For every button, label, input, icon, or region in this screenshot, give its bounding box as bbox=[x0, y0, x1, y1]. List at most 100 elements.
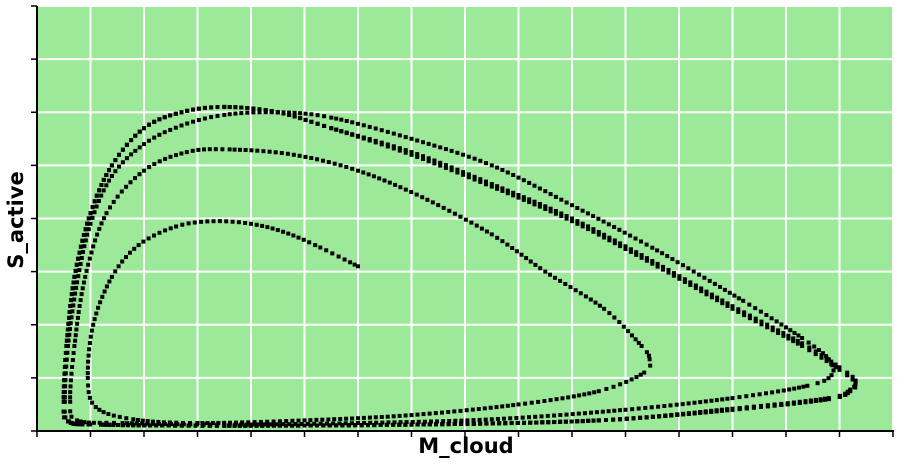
data-point bbox=[403, 135, 408, 140]
data-point bbox=[350, 416, 355, 421]
data-point bbox=[80, 286, 85, 291]
data-point bbox=[97, 226, 102, 231]
data-point bbox=[142, 168, 146, 173]
data-point bbox=[784, 325, 788, 330]
data-point bbox=[252, 420, 257, 425]
data-point bbox=[757, 392, 762, 397]
data-point bbox=[124, 255, 128, 259]
data-point bbox=[591, 229, 596, 234]
data-point bbox=[730, 306, 735, 311]
data-point bbox=[426, 156, 431, 161]
data-point bbox=[90, 215, 95, 220]
data-point bbox=[292, 114, 297, 119]
data-point bbox=[83, 238, 88, 243]
data-point bbox=[715, 298, 720, 303]
data-point bbox=[137, 145, 142, 150]
data-point bbox=[373, 415, 378, 420]
data-point bbox=[361, 123, 366, 128]
data-point bbox=[129, 152, 134, 157]
data-point bbox=[249, 221, 253, 226]
data-point bbox=[367, 124, 372, 129]
data-point bbox=[495, 184, 500, 189]
data-point bbox=[742, 313, 747, 318]
data-point bbox=[776, 328, 781, 333]
data-point bbox=[495, 235, 500, 240]
data-point bbox=[227, 147, 232, 152]
data-point bbox=[631, 416, 636, 421]
data-point bbox=[397, 413, 402, 418]
data-point bbox=[570, 412, 575, 417]
data-point bbox=[115, 194, 120, 199]
data-point bbox=[70, 286, 75, 291]
data-point bbox=[682, 279, 687, 284]
data-point bbox=[548, 209, 553, 214]
data-point bbox=[148, 423, 153, 428]
data-point bbox=[772, 403, 777, 408]
data-point bbox=[409, 422, 414, 427]
data-point bbox=[315, 121, 320, 126]
data-point bbox=[725, 396, 730, 401]
data-point bbox=[742, 310, 747, 315]
data-point bbox=[200, 423, 205, 428]
data-point bbox=[327, 423, 332, 428]
data-point bbox=[776, 331, 781, 335]
data-point bbox=[779, 403, 784, 407]
data-point bbox=[243, 221, 248, 225]
data-point bbox=[478, 177, 483, 182]
data-point bbox=[639, 253, 644, 258]
data-point bbox=[207, 147, 212, 152]
data-point bbox=[421, 422, 426, 427]
data-point bbox=[629, 377, 634, 382]
data-point bbox=[236, 220, 241, 225]
data-point bbox=[157, 117, 162, 122]
data-point bbox=[580, 419, 585, 424]
data-point bbox=[205, 219, 210, 224]
data-point bbox=[277, 423, 282, 428]
data-point bbox=[290, 418, 295, 423]
data-point bbox=[309, 119, 314, 124]
data-point bbox=[466, 175, 471, 180]
data-point bbox=[644, 242, 649, 247]
data-point bbox=[119, 189, 124, 194]
data-point bbox=[630, 407, 635, 412]
data-point bbox=[826, 397, 831, 402]
data-point bbox=[270, 226, 275, 231]
data-point bbox=[88, 422, 93, 427]
data-point bbox=[128, 250, 132, 255]
data-point bbox=[781, 333, 786, 338]
data-point bbox=[287, 110, 292, 115]
data-point bbox=[546, 420, 551, 425]
data-point bbox=[322, 123, 327, 128]
data-point bbox=[521, 195, 526, 200]
data-point bbox=[385, 414, 390, 419]
data-point bbox=[714, 409, 719, 414]
data-point bbox=[618, 241, 623, 246]
data-point bbox=[361, 136, 366, 141]
data-point bbox=[410, 420, 415, 424]
data-point bbox=[338, 417, 343, 421]
data-point bbox=[850, 374, 855, 379]
data-point bbox=[391, 422, 396, 427]
data-point bbox=[753, 319, 758, 324]
data-point bbox=[816, 348, 821, 352]
data-point bbox=[510, 246, 515, 250]
data-point bbox=[275, 110, 280, 115]
data-point bbox=[285, 151, 290, 156]
data-point bbox=[268, 422, 273, 427]
data-point bbox=[78, 419, 83, 424]
data-point bbox=[90, 205, 95, 210]
data-point bbox=[334, 116, 339, 121]
data-point bbox=[338, 163, 343, 168]
data-point bbox=[472, 174, 477, 179]
data-point bbox=[478, 158, 483, 163]
data-point bbox=[131, 417, 136, 422]
data-point bbox=[575, 419, 580, 424]
data-point bbox=[528, 259, 533, 264]
data-point bbox=[104, 173, 109, 177]
data-point bbox=[636, 406, 641, 411]
data-point bbox=[639, 255, 644, 260]
data-point bbox=[833, 362, 838, 367]
data-point bbox=[686, 401, 691, 406]
data-point bbox=[209, 105, 214, 110]
data-point bbox=[315, 423, 319, 428]
